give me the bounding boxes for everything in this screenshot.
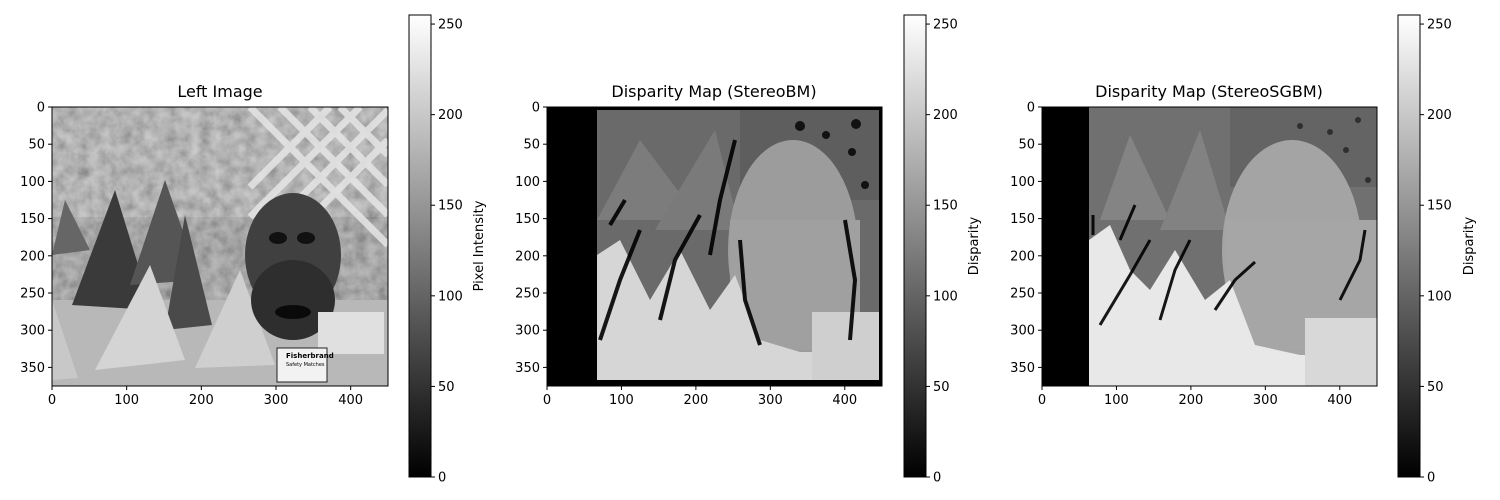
colorbar-tick-label: 50	[438, 380, 455, 395]
y-tick-label: 200	[20, 249, 45, 264]
colorbar-tick-label: 200	[438, 108, 463, 123]
colorbar-tick-label: 100	[438, 289, 463, 304]
y-tick-label: 50	[1018, 138, 1035, 153]
y-tick-label: 100	[515, 175, 540, 190]
panel-title: Disparity Map (StereoSGBM)	[1095, 82, 1323, 101]
y-tick-label: 100	[20, 175, 45, 190]
colorbar-tick-label: 150	[438, 199, 463, 214]
y-tick-label: 150	[1010, 212, 1035, 227]
colorbar-tick-label: 250	[438, 18, 463, 33]
plot-frame	[546, 106, 883, 387]
colorbar-tick-label: 150	[933, 199, 958, 214]
colorbar-tick-label: 0	[438, 471, 446, 486]
y-tick-label: 0	[532, 101, 540, 116]
y-tick-label: 300	[20, 324, 45, 339]
plot-frame	[1041, 106, 1378, 387]
x-tick-label: 100	[114, 393, 139, 408]
panel-title: Disparity Map (StereoBM)	[611, 82, 816, 101]
colorbar-label: Disparity	[967, 217, 982, 276]
colorbar-tick-label: 50	[933, 380, 950, 395]
colorbar-tick-label: 0	[933, 471, 941, 486]
y-tick-label: 300	[1010, 324, 1035, 339]
y-axis: 0 50 100 150 200 250 300 350	[20, 101, 52, 376]
colorbar-gradient	[903, 14, 927, 478]
y-tick-label: 0	[37, 101, 45, 116]
colorbar-label: Pixel Intensity	[472, 200, 487, 291]
matchbox-brand: Fisherbrand	[286, 352, 334, 360]
x-tick-label: 0	[48, 393, 56, 408]
y-tick-label: 350	[20, 361, 45, 376]
x-axis: 0 100 200 300 400	[48, 386, 363, 408]
panel-stereobm: Disparity Map (StereoBM)	[515, 14, 982, 486]
panel-left-image: Left Image	[20, 14, 487, 486]
colorbar: 0 50 100 150 200 250 Disparity	[1397, 14, 1477, 486]
x-tick-label: 200	[1178, 393, 1203, 408]
y-tick-label: 50	[523, 138, 540, 153]
stereobm-raster	[547, 107, 882, 386]
colorbar-tick-label: 250	[933, 18, 958, 33]
colorbar-tick-label: 0	[1427, 471, 1435, 486]
y-tick-label: 200	[1010, 249, 1035, 264]
x-tick-label: 400	[338, 393, 363, 408]
colorbar: 0 50 100 150 200 250 Pixel Intensity	[408, 14, 487, 486]
colorbar-gradient	[408, 14, 432, 478]
y-tick-label: 0	[1027, 101, 1035, 116]
colorbar-gradient	[1397, 14, 1421, 478]
stereosgbm-raster	[1042, 107, 1377, 386]
plot-frame	[51, 106, 389, 387]
y-tick-label: 150	[20, 212, 45, 227]
y-tick-label: 350	[1010, 361, 1035, 376]
y-tick-label: 50	[28, 138, 45, 153]
panel-title: Left Image	[177, 82, 262, 101]
x-tick-label: 0	[543, 393, 551, 408]
x-tick-label: 0	[1038, 393, 1046, 408]
x-tick-label: 200	[189, 393, 214, 408]
colorbar-tick-label: 200	[1427, 108, 1452, 123]
x-tick-label: 100	[609, 393, 634, 408]
x-tick-label: 300	[264, 393, 289, 408]
y-tick-label: 100	[1010, 175, 1035, 190]
colorbar-tick-label: 100	[933, 289, 958, 304]
y-axis: 0 50 100 150 200 250 300 350	[1010, 101, 1042, 376]
x-tick-label: 300	[1253, 393, 1278, 408]
colorbar: 0 50 100 150 200 250 Disparity	[903, 14, 982, 486]
colorbar-tick-label: 100	[1427, 289, 1452, 304]
colorbar-tick-label: 150	[1427, 199, 1452, 214]
x-tick-label: 100	[1104, 393, 1129, 408]
x-tick-label: 300	[758, 393, 783, 408]
x-axis: 0 100 200 300 400	[543, 386, 857, 408]
colorbar-tick-label: 200	[933, 108, 958, 123]
y-tick-label: 200	[515, 249, 540, 264]
colorbar-label: Disparity	[1462, 217, 1477, 276]
x-tick-label: 400	[1327, 393, 1352, 408]
left-image-raster: Fisherbrand Safety Matches	[52, 107, 388, 386]
colorbar-tick-label: 50	[1427, 380, 1444, 395]
colorbar-tick-label: 250	[1427, 18, 1452, 33]
x-axis: 0 100 200 300 400	[1038, 386, 1352, 408]
y-tick-label: 150	[515, 212, 540, 227]
y-tick-label: 350	[515, 361, 540, 376]
y-tick-label: 300	[515, 324, 540, 339]
y-axis: 0 50 100 150 200 250 300 350	[515, 101, 547, 376]
y-tick-label: 250	[515, 287, 540, 302]
matchbox-label: Safety Matches	[286, 362, 325, 368]
x-tick-label: 200	[683, 393, 708, 408]
x-tick-label: 400	[832, 393, 857, 408]
y-tick-label: 250	[20, 287, 45, 302]
panel-stereosgbm: Disparity Map (StereoSGBM)	[1010, 14, 1477, 486]
y-tick-label: 250	[1010, 287, 1035, 302]
